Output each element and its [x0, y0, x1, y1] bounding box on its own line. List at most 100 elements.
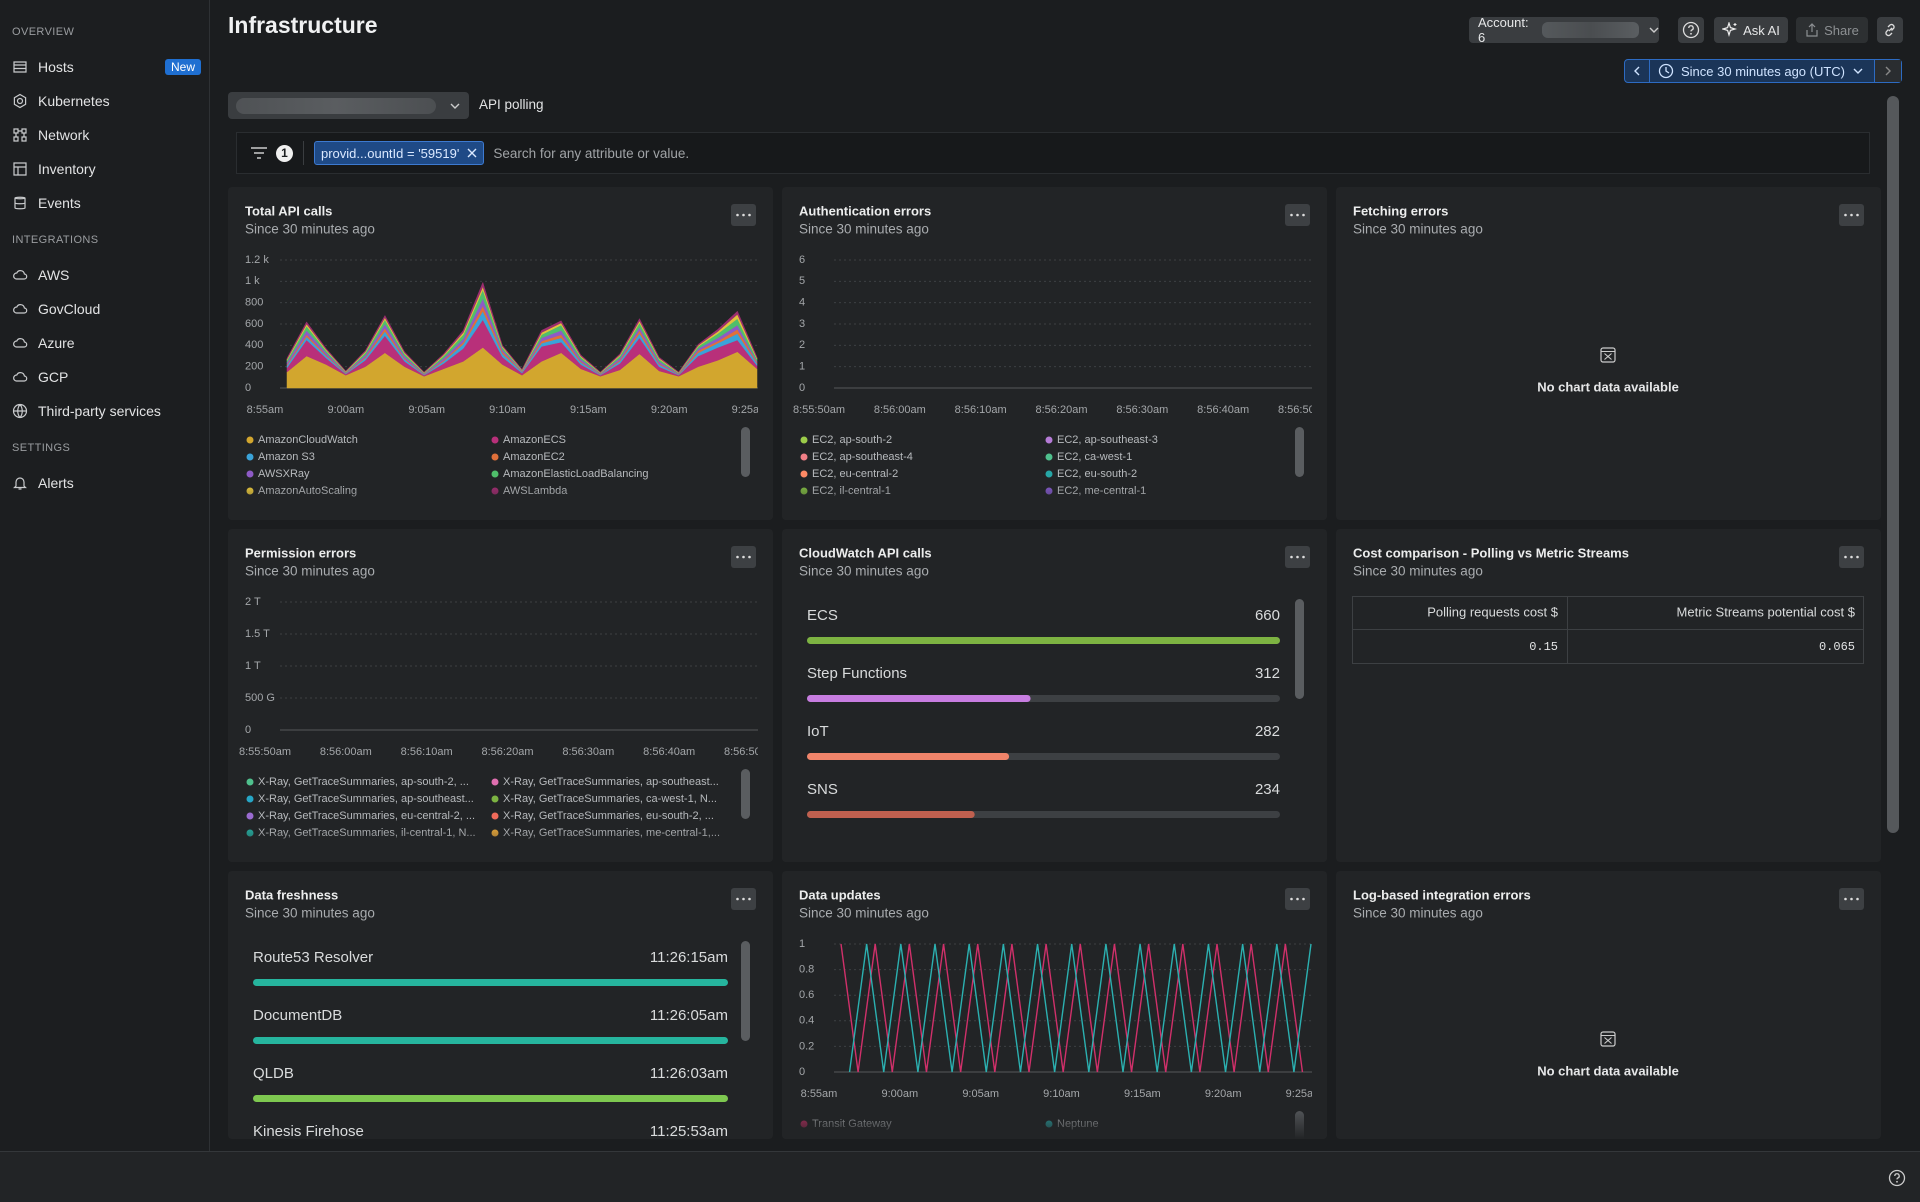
widget-menu[interactable]	[1839, 888, 1864, 910]
time-next[interactable]	[1874, 60, 1901, 82]
filter-icon[interactable]	[250, 146, 268, 160]
scroll-thumb[interactable]	[741, 769, 750, 819]
page-title: Infrastructure	[228, 12, 378, 38]
nav-item[interactable]: GovCloud	[0, 292, 209, 326]
legend-label[interactable]: EC2, ap-southeast-3	[1057, 434, 1158, 446]
x-tick-label: 9:20am	[651, 404, 688, 416]
menu-dot	[1302, 213, 1305, 217]
y-tick-label: 3	[799, 318, 805, 330]
legend-label[interactable]: X-Ray, GetTraceSummaries, ca-west-1, N..…	[503, 793, 717, 805]
link-button[interactable]	[1877, 17, 1903, 43]
legend-label[interactable]: AmazonEC2	[503, 451, 565, 463]
y-tick-label: 0	[245, 724, 251, 736]
y-tick-label: 2 T	[245, 596, 261, 608]
x-tick-label: 9:00am	[327, 404, 364, 416]
filter-chip[interactable]: provid...ountId = '59519'	[314, 141, 485, 165]
y-tick-label: 1.5 T	[245, 628, 270, 640]
time-prev[interactable]	[1625, 60, 1650, 82]
widget-menu[interactable]	[731, 546, 756, 568]
legend-label[interactable]: X-Ray, GetTraceSummaries, eu-central-2, …	[258, 810, 475, 822]
account-dropdown[interactable]	[228, 92, 469, 119]
legend-label[interactable]: X-Ray, GetTraceSummaries, ap-southeast..…	[503, 776, 719, 788]
share-button[interactable]: Share	[1796, 17, 1868, 43]
next-icon	[1885, 66, 1891, 76]
nav-item[interactable]: Third-party services	[0, 394, 209, 428]
widget: Fetching errors Since 30 minutes ago No ch…	[1336, 187, 1881, 520]
nav-item[interactable]: Inventory	[0, 152, 209, 186]
nav-item[interactable]: Alerts	[0, 466, 209, 500]
list-fade	[782, 828, 1327, 862]
widget-menu[interactable]	[1839, 204, 1864, 226]
legend-label[interactable]: EC2, ap-south-2	[812, 434, 892, 446]
scroll-thumb[interactable]	[1295, 427, 1304, 477]
legend-label[interactable]: AmazonECS	[503, 434, 566, 446]
nav-item[interactable]: Kubernetes	[0, 84, 209, 118]
ask-ai-label: Ask AI	[1743, 22, 1780, 38]
legend-swatch	[1045, 453, 1053, 461]
y-tick-label: 0	[245, 382, 251, 394]
widget: Data updates Since 30 minutes ago 0 0.2 0.4 0…	[782, 871, 1327, 1139]
x-tick-label: 8:55:50am	[239, 746, 291, 758]
legend-swatch	[491, 778, 499, 786]
widget-menu[interactable]	[731, 888, 756, 910]
y-tick-label: 400	[245, 339, 263, 351]
widget-menu[interactable]	[1285, 204, 1310, 226]
icon-shape	[13, 338, 28, 348]
y-tick-label: 0.4	[799, 1015, 814, 1027]
nav-icon	[13, 372, 28, 382]
legend-swatch	[800, 436, 808, 444]
freshness-time: 11:25:53am	[650, 1123, 728, 1139]
widget-menu[interactable]	[1285, 888, 1310, 910]
widget-title: Authentication errors	[799, 203, 931, 218]
nav-icon	[13, 162, 27, 176]
legend-label[interactable]: EC2, ap-southeast-4	[812, 451, 913, 463]
legend-label[interactable]: EC2, eu-central-2	[812, 468, 898, 480]
account-picker[interactable]: Account: 6	[1469, 15, 1659, 45]
widget-menu[interactable]	[1285, 546, 1310, 568]
x-tick-label: 8:56:10am	[955, 404, 1007, 416]
help-icon[interactable]	[1888, 1169, 1906, 1187]
x-tick-label: 9:25am	[1286, 1088, 1323, 1100]
nav-item[interactable]: Azure	[0, 326, 209, 360]
scroll-thumb[interactable]	[1295, 599, 1304, 699]
x-tick-label: 8:56:50am	[724, 746, 773, 758]
legend-label[interactable]: EC2, ca-west-1	[1057, 451, 1132, 463]
search-placeholder[interactable]: Search for any attribute or value.	[493, 145, 690, 161]
nav-item[interactable]: AWS	[0, 258, 209, 292]
remove-icon[interactable]	[467, 148, 477, 158]
nav-item[interactable]: GCP	[0, 360, 209, 394]
legend-label[interactable]: X-Ray, GetTraceSummaries, ap-south-2, ..…	[258, 776, 469, 788]
legend-label[interactable]: AmazonCloudWatch	[258, 434, 358, 446]
ask-ai-button[interactable]: Ask AI	[1714, 17, 1788, 43]
nav-icon	[13, 270, 28, 280]
legend-label[interactable]: EC2, eu-south-2	[1057, 468, 1137, 480]
y-tick-label: 600	[245, 318, 263, 330]
legend-label[interactable]: X-Ray, GetTraceSummaries, ap-southeast..…	[258, 793, 474, 805]
help-button[interactable]	[1678, 17, 1704, 43]
nav-item[interactable]: Hosts New	[0, 50, 209, 84]
legend-label[interactable]: AWSXRay	[258, 468, 310, 480]
time-range[interactable]: Since 30 minutes ago (UTC)	[1650, 60, 1874, 82]
widget-menu[interactable]	[731, 204, 756, 226]
legend-label[interactable]: Amazon S3	[258, 451, 315, 463]
y-tick-label: 2	[799, 339, 805, 351]
y-tick-label: 0	[799, 1066, 805, 1078]
icon-shape	[13, 304, 28, 314]
nav-label: Inventory	[38, 161, 96, 177]
menu-dot	[742, 213, 745, 217]
widget: Cost comparison - Polling vs Metric Stre…	[1336, 529, 1881, 862]
y-tick-label: 500 G	[245, 692, 275, 704]
legend-label[interactable]: AmazonElasticLoadBalancing	[503, 468, 649, 480]
bar	[807, 695, 1031, 702]
nav-label: Network	[38, 127, 90, 143]
clock-icon	[1658, 63, 1674, 79]
widget-canvas: Log-based integration errors Since 30 min…	[1353, 887, 1864, 1078]
nav-item[interactable]: Events	[0, 186, 209, 220]
legend-label[interactable]: X-Ray, GetTraceSummaries, eu-south-2, ..…	[503, 810, 714, 822]
scroll-thumb[interactable]	[741, 427, 750, 477]
scroll-thumb[interactable]	[741, 941, 750, 1041]
y-tick-label: 1.2 k	[245, 254, 269, 266]
page-scrollbar[interactable]	[1887, 96, 1899, 833]
nav-item[interactable]: Network	[0, 118, 209, 152]
widget-menu[interactable]	[1839, 546, 1864, 568]
